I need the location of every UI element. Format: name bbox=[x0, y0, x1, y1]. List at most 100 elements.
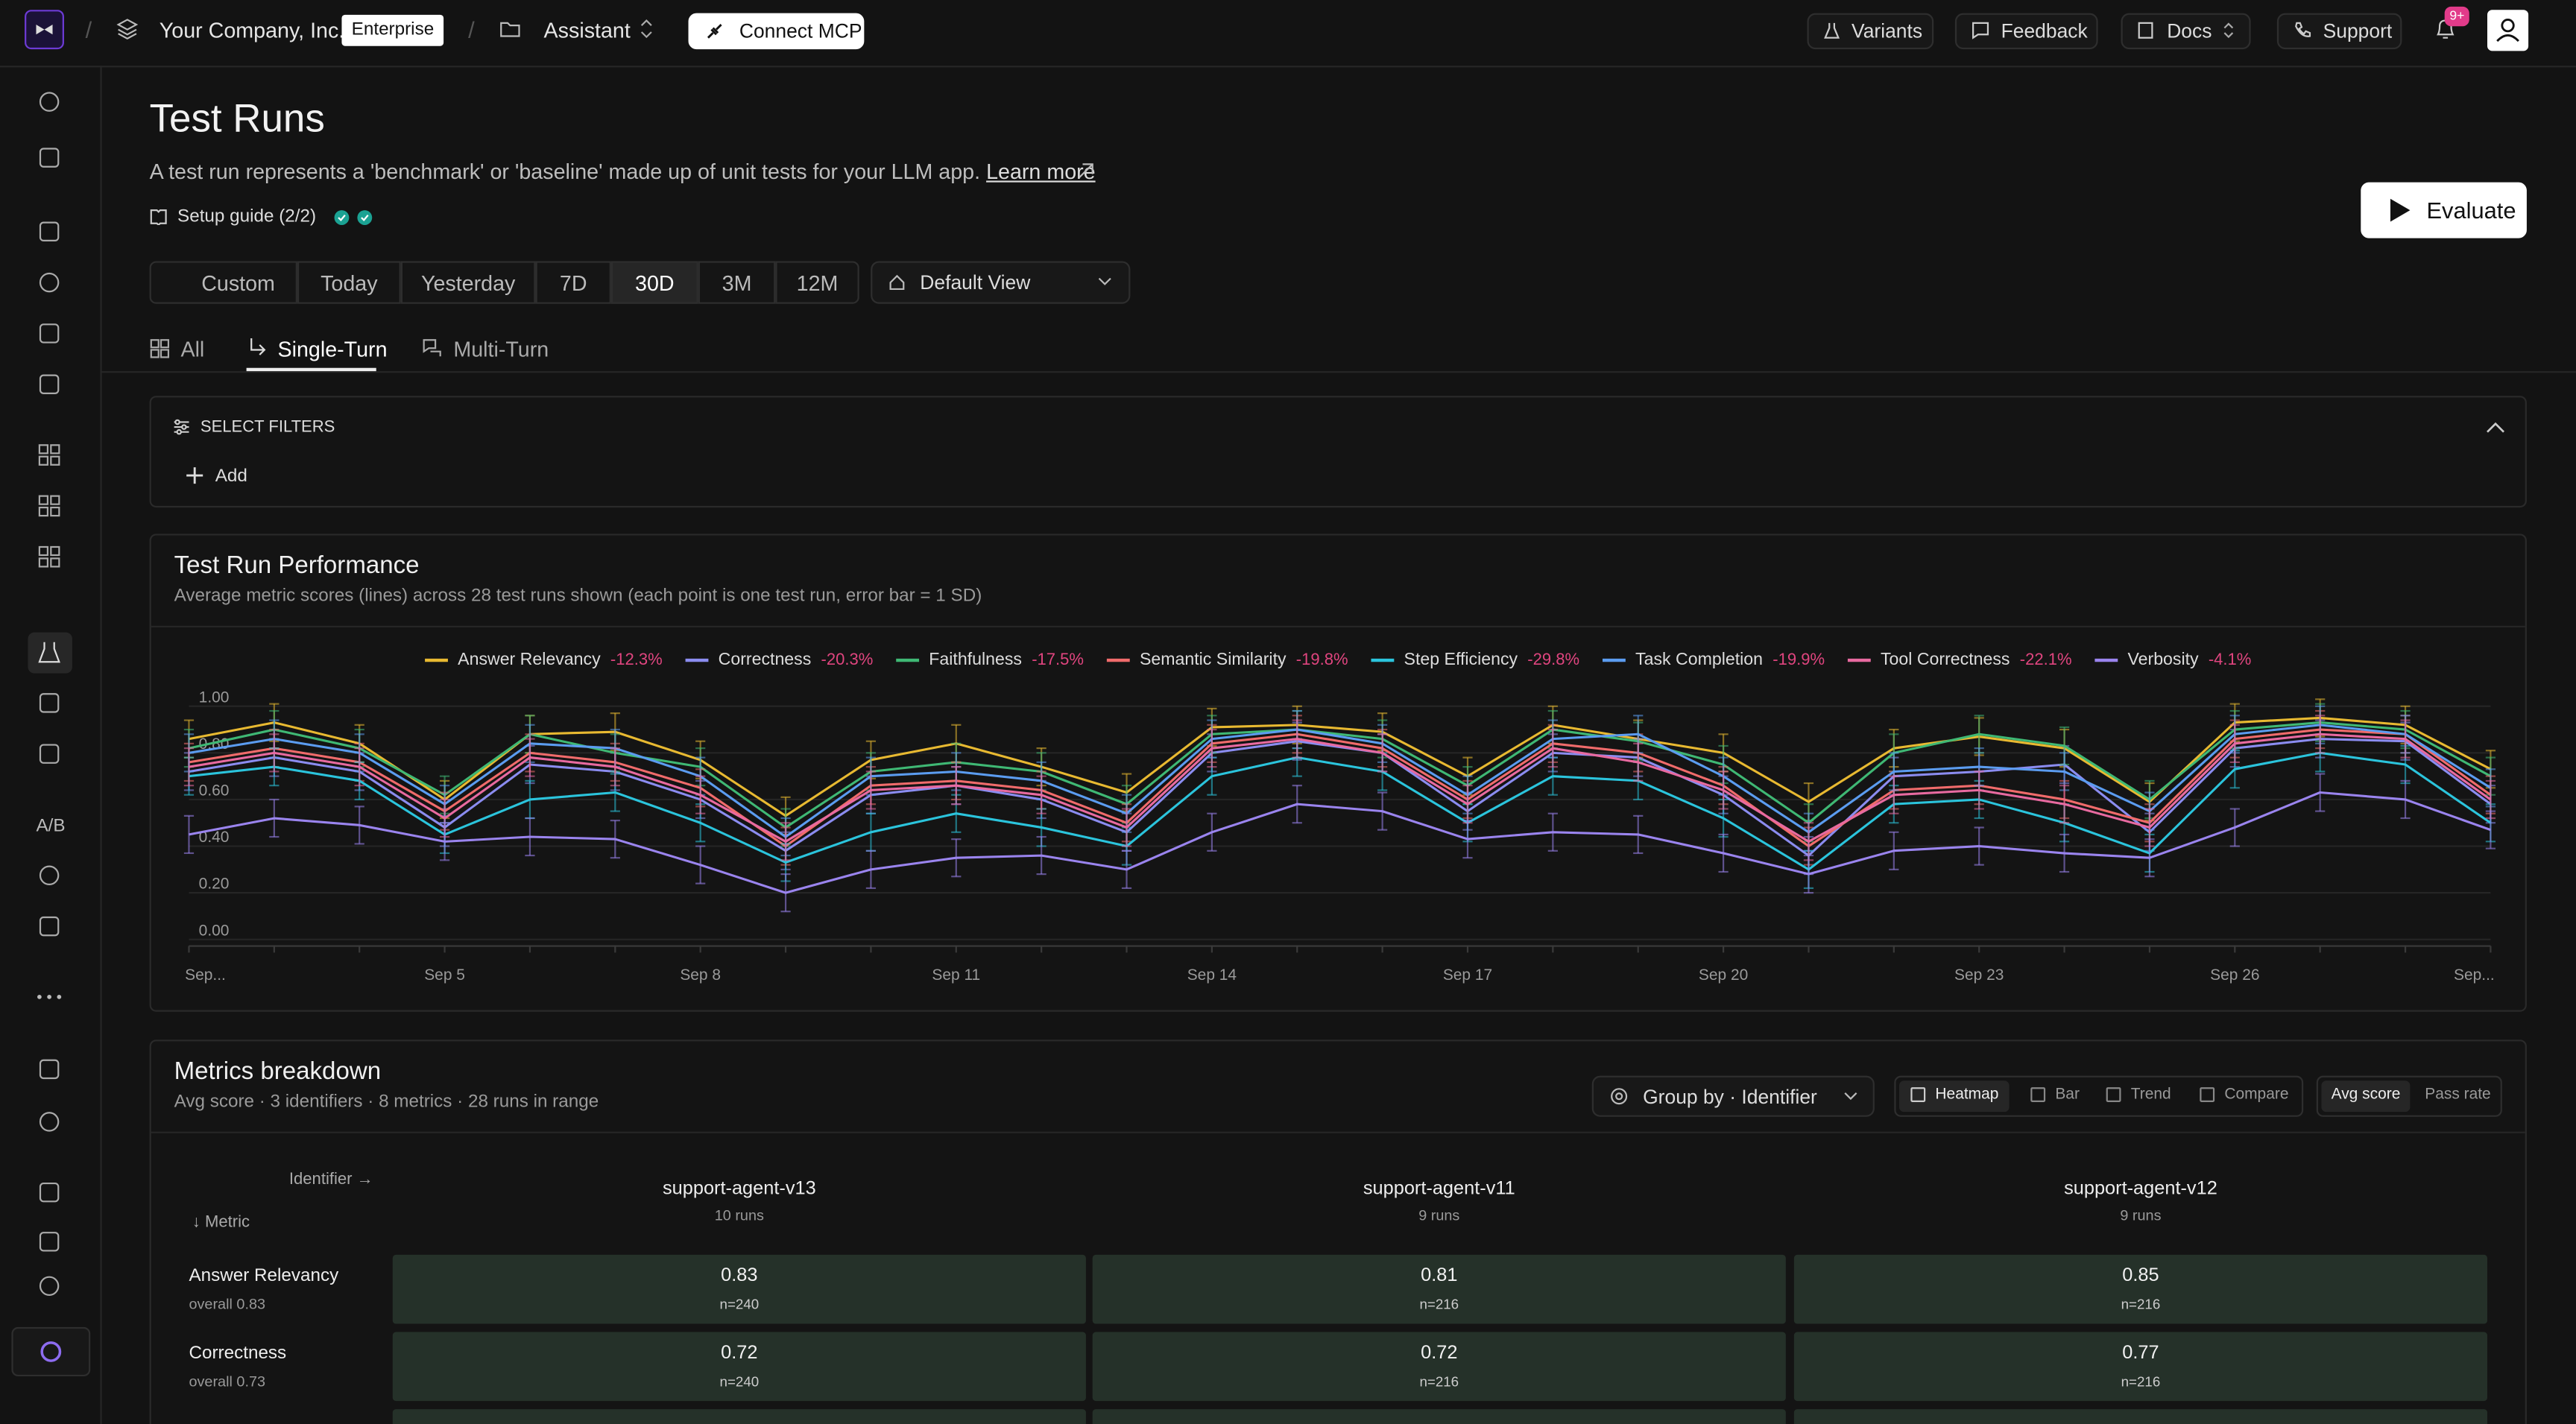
y-tick-label: 0.60 bbox=[199, 782, 230, 799]
y-tick-label: 0.00 bbox=[199, 922, 230, 939]
sidebar-icon bbox=[39, 865, 60, 886]
sidebar-icon bbox=[39, 1276, 60, 1297]
cell-count: n=216 bbox=[1419, 1373, 1459, 1390]
chart-panel bbox=[149, 534, 2527, 1012]
support-button[interactable]: Support bbox=[2276, 13, 2402, 50]
mode-group bbox=[2316, 1075, 2502, 1117]
page-title: Test Runs bbox=[149, 97, 325, 142]
range-button[interactable]: 7D bbox=[535, 261, 611, 304]
tabs-divider bbox=[100, 371, 2576, 373]
setup-checks bbox=[334, 210, 373, 225]
legend-label: Answer Relevancy bbox=[458, 649, 601, 668]
heat-cell[interactable] bbox=[1092, 1254, 1786, 1324]
view-button[interactable]: Bar bbox=[2055, 1085, 2080, 1104]
evaluate-label: Evaluate bbox=[2426, 197, 2516, 224]
cell-count: n=240 bbox=[719, 1296, 760, 1313]
range-button[interactable]: Yesterday bbox=[400, 261, 536, 304]
learn-more-link[interactable]: Learn more bbox=[986, 159, 1096, 184]
view-button[interactable]: Heatmap bbox=[1935, 1085, 1999, 1104]
mode-button[interactable]: Avg score bbox=[2331, 1085, 2401, 1104]
heat-cell-partial bbox=[1793, 1409, 2488, 1424]
group-by-dropdown[interactable]: Group by · Identifier bbox=[1591, 1075, 1875, 1117]
range-button[interactable]: 30D bbox=[610, 261, 698, 304]
add-filter[interactable]: Add bbox=[215, 466, 247, 487]
mode-button[interactable]: Pass rate bbox=[2425, 1085, 2491, 1104]
feedback-button[interactable]: Feedback bbox=[1954, 13, 2098, 50]
filters-panel bbox=[149, 396, 2527, 508]
page-description: A test run represents a 'benchmark' or '… bbox=[150, 159, 1096, 184]
range-button[interactable]: Today bbox=[297, 261, 401, 304]
project[interactable]: Assistant bbox=[543, 18, 631, 43]
logo-icon bbox=[40, 1341, 62, 1362]
x-tick-label: Sep... bbox=[2454, 966, 2495, 984]
sidebar-bottom-logo[interactable] bbox=[11, 1326, 91, 1377]
range-button[interactable]: 3M bbox=[698, 261, 776, 304]
sidebar-more bbox=[57, 995, 62, 999]
avatar[interactable] bbox=[2487, 10, 2529, 51]
evaluate-button[interactable]: Evaluate bbox=[2361, 182, 2527, 238]
legend-change: -4.1% bbox=[2209, 650, 2252, 668]
heat-cell[interactable] bbox=[1793, 1332, 2488, 1402]
view-label: Default View bbox=[920, 270, 1031, 294]
column-name: support-agent-v13 bbox=[662, 1179, 816, 1199]
view-button[interactable]: Trend bbox=[2130, 1085, 2171, 1104]
legend-label: Correctness bbox=[719, 649, 812, 668]
docs-button[interactable]: Docs bbox=[2121, 13, 2251, 50]
range-button[interactable]: 12M bbox=[775, 261, 859, 304]
series-line bbox=[189, 791, 2491, 894]
filter-icon bbox=[174, 419, 189, 435]
group-icon bbox=[1611, 1088, 1628, 1105]
heat-cell[interactable] bbox=[392, 1332, 1086, 1402]
cell-count: n=216 bbox=[2121, 1373, 2161, 1390]
ab-label[interactable]: A/B bbox=[36, 816, 66, 836]
company[interactable]: Your Company, Inc. bbox=[159, 18, 345, 43]
legend-label: Task Completion bbox=[1635, 649, 1763, 668]
plan-badge: Enterprise bbox=[341, 14, 444, 46]
tab[interactable]: All bbox=[180, 336, 205, 361]
series-line bbox=[189, 751, 2492, 871]
description-text: A test run represents a 'benchmark' or '… bbox=[149, 159, 981, 184]
chevron-down bbox=[1844, 1092, 1857, 1101]
x-tick-label: Sep 23 bbox=[1954, 966, 2004, 984]
heat-cell[interactable] bbox=[1793, 1254, 2488, 1324]
legend-label: Tool Correctness bbox=[1881, 649, 2010, 668]
series-line bbox=[189, 732, 2492, 843]
sidebar-icon bbox=[38, 642, 60, 663]
sidebar-icon bbox=[39, 916, 60, 937]
tab[interactable]: Single-Turn bbox=[277, 336, 388, 361]
view-dropdown[interactable]: Default View bbox=[871, 261, 1131, 304]
series-line bbox=[189, 724, 2492, 838]
chart-divider bbox=[151, 625, 2525, 627]
sidebar-icon bbox=[39, 1112, 60, 1132]
logo[interactable] bbox=[25, 10, 64, 50]
sidebar-icon bbox=[38, 506, 49, 517]
tab[interactable]: Multi-Turn bbox=[453, 336, 549, 361]
collapse-icon[interactable] bbox=[2486, 420, 2505, 434]
breakdown-title: Metrics breakdown bbox=[174, 1057, 382, 1086]
view-icon bbox=[2030, 1087, 2046, 1102]
heat-cell-partial bbox=[1092, 1409, 1786, 1424]
setup-guide[interactable]: Setup guide (2/2) bbox=[177, 206, 317, 227]
view-active bbox=[1898, 1080, 2010, 1113]
sidebar-icon bbox=[39, 221, 60, 242]
cell-score: 0.72 bbox=[721, 1343, 758, 1364]
series-line bbox=[189, 728, 2492, 848]
metric-overall: overall 0.73 bbox=[189, 1373, 266, 1390]
chevrons[interactable] bbox=[639, 18, 654, 39]
range-button[interactable]: Custom bbox=[149, 261, 297, 304]
heat-cell[interactable] bbox=[1092, 1332, 1786, 1402]
heat-cell[interactable] bbox=[392, 1254, 1086, 1324]
view-group bbox=[1894, 1075, 2304, 1117]
legend-change: -19.9% bbox=[1772, 650, 1825, 668]
view-button[interactable]: Compare bbox=[2224, 1085, 2289, 1104]
sidebar-more bbox=[37, 995, 42, 999]
sidebar-icon bbox=[39, 323, 60, 344]
user-icon bbox=[2496, 19, 2519, 42]
sidebar-active bbox=[28, 632, 72, 674]
y-tick-label: 0.20 bbox=[199, 876, 230, 893]
sidebar-icon bbox=[38, 495, 49, 505]
x-tick-label: Sep 8 bbox=[680, 966, 721, 984]
x-tick-label: Sep 20 bbox=[1699, 966, 1748, 984]
filters-title: SELECT FILTERS bbox=[200, 419, 335, 437]
